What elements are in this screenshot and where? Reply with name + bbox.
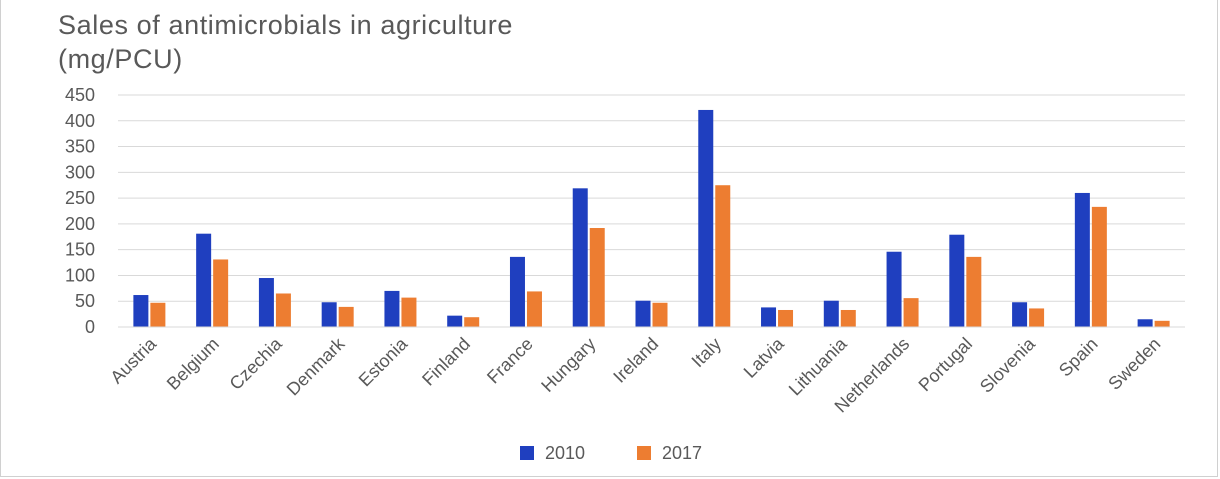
bar-2017-lithuania [840,309,856,327]
bar-2017-hungary [589,228,605,327]
y-tick-label: 400 [65,111,95,131]
category-label: Portugal [915,334,977,396]
bar-2010-netherlands [886,251,902,327]
category-label: Sweden [1104,334,1164,394]
category-label: Hungary [537,334,599,396]
bar-2017-slovenia [1029,308,1045,327]
y-tick-label: 300 [65,162,95,182]
y-tick-label: 0 [85,317,95,337]
category-label: France [483,334,537,388]
category-label: Latvia [740,333,789,382]
category-label: Finland [418,334,474,390]
bar-2017-france [526,291,542,327]
bar-2010-lithuania [823,300,839,327]
bar-2010-sweden [1137,319,1153,327]
bar-2017-belgium [213,259,229,327]
bar-2017-sweden [1154,320,1170,327]
chart-title-line-2: (mg/PCU) [58,44,183,74]
bar-2010-slovenia [1012,302,1028,327]
category-label: Italy [688,334,725,371]
category-label: Belgium [163,334,223,394]
category-label: Ireland [609,334,662,387]
legend-swatch-2017 [637,446,651,460]
bar-2010-czechia [258,278,274,327]
legend: 2010 2017 [520,443,702,463]
y-tick-label: 200 [65,214,95,234]
category-label: Denmark [283,333,349,399]
y-tick-label: 50 [75,291,95,311]
bar-2017-netherlands [903,298,919,327]
gridlines [118,94,1185,328]
category-label: Czechia [226,333,287,394]
bar-2017-latvia [778,309,794,327]
y-tick-label: 100 [65,265,95,285]
category-label: Austria [106,333,160,387]
bar-2010-ireland [635,300,651,327]
bar-2017-italy [715,185,731,327]
bar-2017-estonia [401,297,417,327]
y-tick-label: 450 [65,85,95,105]
bar-2010-france [509,256,525,327]
legend-swatch-2010 [520,446,534,460]
bar-2017-spain [1091,206,1107,327]
bar-2010-portugal [949,234,965,327]
bar-2010-belgium [196,233,212,327]
chart-title-line-1: Sales of antimicrobials in agriculture [58,10,513,40]
category-label: Lithuania [785,333,852,400]
legend-label-2017: 2017 [662,443,702,463]
bar-2010-latvia [761,307,777,327]
bar-2010-hungary [572,188,588,327]
y-axis-tick-labels: 0 50 100 150 200 250 300 350 400 450 [65,85,95,337]
bar-2017-austria [150,302,166,327]
bar-2010-italy [698,109,714,327]
bar-2017-portugal [966,256,982,327]
y-tick-label: 150 [65,240,95,260]
bar-2017-denmark [338,306,354,327]
bar-2010-spain [1074,192,1090,327]
bar-2010-finland [447,315,463,327]
bar-2017-finland [464,317,480,327]
bar-2017-czechia [275,293,291,327]
y-tick-label: 250 [65,188,95,208]
category-label: Estonia [355,333,412,390]
category-label: Slovenia [976,333,1040,397]
category-label: Spain [1055,334,1102,381]
bar-2010-estonia [384,290,400,327]
bar-2010-denmark [321,302,337,327]
y-tick-label: 350 [65,137,95,157]
bar-2017-ireland [652,302,668,327]
bars [133,109,1170,327]
chart-title: Sales of antimicrobials in agriculture (… [58,8,513,76]
legend-label-2010: 2010 [545,443,585,463]
bar-2010-austria [133,295,149,327]
